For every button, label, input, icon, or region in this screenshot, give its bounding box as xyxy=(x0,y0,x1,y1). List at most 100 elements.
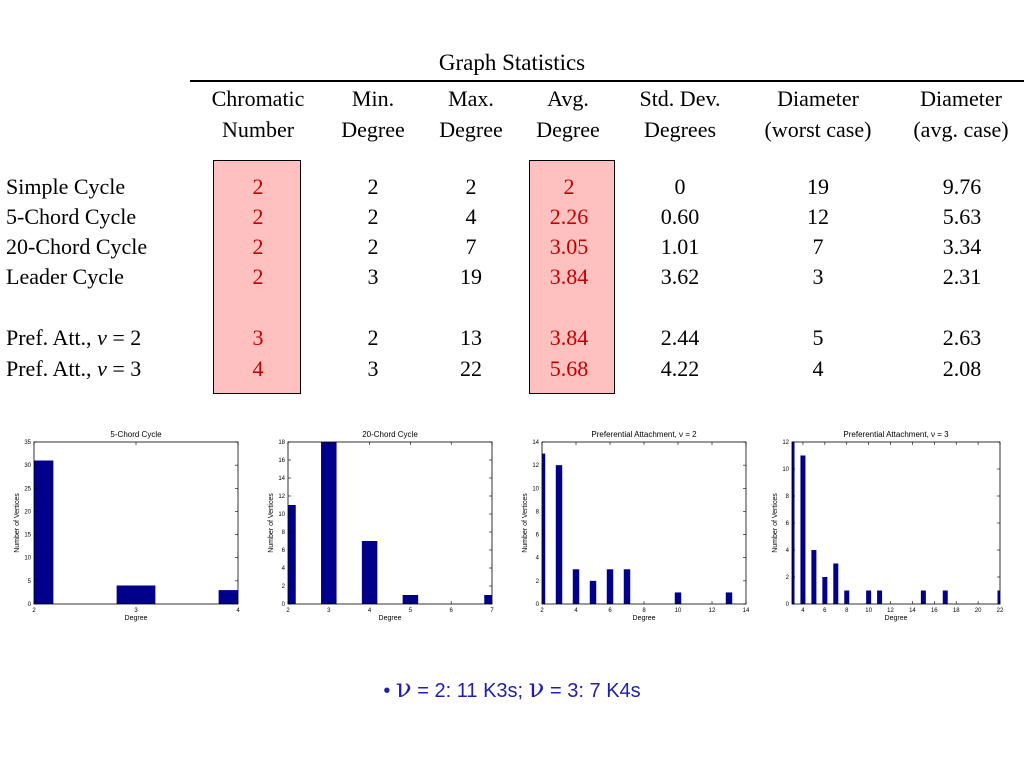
table-cell: 2 xyxy=(252,234,264,259)
x-tick-label: 16 xyxy=(931,608,938,614)
table-cell: 2.08 xyxy=(942,356,982,381)
column-header-min-degree: Min. Degree xyxy=(333,83,413,145)
y-tick-label: 12 xyxy=(532,463,539,469)
histogram-svg: Preferential Attachment, ν = 20246810121… xyxy=(522,430,750,622)
highlight-box-chromatic xyxy=(213,160,301,394)
table-cell: 5.63 xyxy=(942,204,982,229)
y-axis-label: Number of Vertices xyxy=(522,493,529,553)
x-tick-label: 2 xyxy=(540,608,544,614)
y-tick-label: 6 xyxy=(282,548,286,554)
bar xyxy=(877,590,883,604)
header-line1: Diameter xyxy=(920,86,1002,111)
table-cell: 3.34 xyxy=(942,234,982,259)
header-line2: (avg. case) xyxy=(913,117,1009,142)
row-label: 5-Chord Cycle xyxy=(6,204,137,229)
y-tick-label: 12 xyxy=(782,440,789,446)
x-tick-label: 5 xyxy=(409,608,413,614)
x-tick-label: 3 xyxy=(327,608,331,614)
y-tick-label: 4 xyxy=(282,566,286,572)
x-axis-label: Degree xyxy=(633,615,656,622)
histogram-20-chord-cycle: 20-Chord Cycle 0 2 4 6 8 10 12 14 16 18 2 3 4 5 6 7 Degre… xyxy=(264,426,506,630)
header-line2: Degree xyxy=(341,117,405,142)
histogram-5-chord-cycle: 5-Chord Cycle 0 5 10 15 20 25 30 35 2 3 4 Degree Numb… xyxy=(10,426,252,630)
bar xyxy=(361,541,378,604)
nu-symbol: ν xyxy=(528,674,545,704)
header-line2: Degree xyxy=(439,117,503,142)
y-tick-label: 0 xyxy=(28,602,32,608)
header-line1: Chromatic xyxy=(211,86,305,111)
bar xyxy=(725,592,733,604)
x-axis-label: Degree xyxy=(885,615,908,622)
table-cell: 3.84 xyxy=(549,264,589,289)
y-tick-label: 2 xyxy=(536,579,540,585)
y-tick-label: 25 xyxy=(24,486,31,492)
x-tick-label: 20 xyxy=(975,608,982,614)
x-tick-label: 14 xyxy=(743,608,750,614)
table-cell: 0.60 xyxy=(660,204,700,229)
x-tick-label: 4 xyxy=(574,608,578,614)
x-tick-label: 12 xyxy=(709,608,716,614)
column-header-diameter-worst: Diameter (worst case) xyxy=(748,83,888,145)
bar xyxy=(218,590,238,604)
header-line1: Std. Dev. xyxy=(639,86,721,111)
bar xyxy=(34,460,54,604)
table-cell: 19 xyxy=(807,174,829,199)
header-line1: Diameter xyxy=(777,86,859,111)
y-tick-label: 15 xyxy=(24,533,31,539)
bar xyxy=(589,580,597,604)
histogram-pref-att-nu-2: Preferential Attachment, ν = 2 0 2 4 6 8 10 12 1… xyxy=(518,426,760,630)
header-line2: Degree xyxy=(536,117,600,142)
y-tick-label: 2 xyxy=(282,584,286,590)
x-tick-label: 6 xyxy=(450,608,454,614)
table-cell: 2 xyxy=(252,264,264,289)
row-label: Pref. Att., ν = 2 xyxy=(6,323,141,353)
x-tick-label: 3 xyxy=(134,608,138,614)
x-tick-label: 7 xyxy=(490,608,494,614)
bar xyxy=(833,563,839,604)
y-tick-label: 10 xyxy=(532,486,539,492)
note-text-part1: = 2: 11 K3s; xyxy=(411,680,529,702)
bar xyxy=(800,455,806,604)
x-tick-label: 6 xyxy=(823,608,827,614)
column-header-std-dev: Std. Dev. Degrees xyxy=(615,83,745,145)
table-cell: 3 xyxy=(812,264,824,289)
bar xyxy=(866,590,872,604)
bar xyxy=(542,453,546,604)
table-cell: 4 xyxy=(465,204,477,229)
y-tick-label: 2 xyxy=(786,575,790,581)
table-cell: 7 xyxy=(465,234,477,259)
table-cell: 3.05 xyxy=(549,234,589,259)
y-tick-label: 6 xyxy=(536,533,540,539)
y-tick-label: 4 xyxy=(536,556,540,562)
header-line1: Min. xyxy=(351,86,395,111)
y-tick-label: 0 xyxy=(786,602,790,608)
plot-frame xyxy=(33,441,239,605)
nu-symbol: ν xyxy=(395,674,412,704)
y-tick-label: 8 xyxy=(536,509,540,515)
table-cell: 7 xyxy=(812,234,824,259)
table-cell: 5.68 xyxy=(549,356,589,381)
table-cell: 2.31 xyxy=(942,264,982,289)
y-tick-label: 18 xyxy=(278,440,285,446)
table-cell: 19 xyxy=(460,264,482,289)
x-tick-label: 12 xyxy=(887,608,894,614)
plot-frame xyxy=(287,441,493,605)
header-line2: (worst case) xyxy=(764,117,872,142)
y-tick-label: 6 xyxy=(786,521,790,527)
y-tick-label: 12 xyxy=(278,494,285,500)
y-tick-label: 10 xyxy=(782,467,789,473)
table-cell: 4.22 xyxy=(660,356,700,381)
table-cell: 2 xyxy=(563,174,575,199)
x-tick-label: 2 xyxy=(286,608,290,614)
table-cell: 0 xyxy=(674,174,686,199)
x-tick-label: 2 xyxy=(32,608,36,614)
row-label-prefix: Pref. Att., xyxy=(6,356,98,381)
table-cell: 3 xyxy=(252,325,264,350)
y-tick-label: 0 xyxy=(282,602,286,608)
y-tick-label: 10 xyxy=(24,556,31,562)
y-tick-label: 16 xyxy=(278,458,285,464)
row-label: Simple Cycle xyxy=(6,174,126,199)
table-cell: 13 xyxy=(460,325,482,350)
y-tick-label: 5 xyxy=(28,579,32,585)
